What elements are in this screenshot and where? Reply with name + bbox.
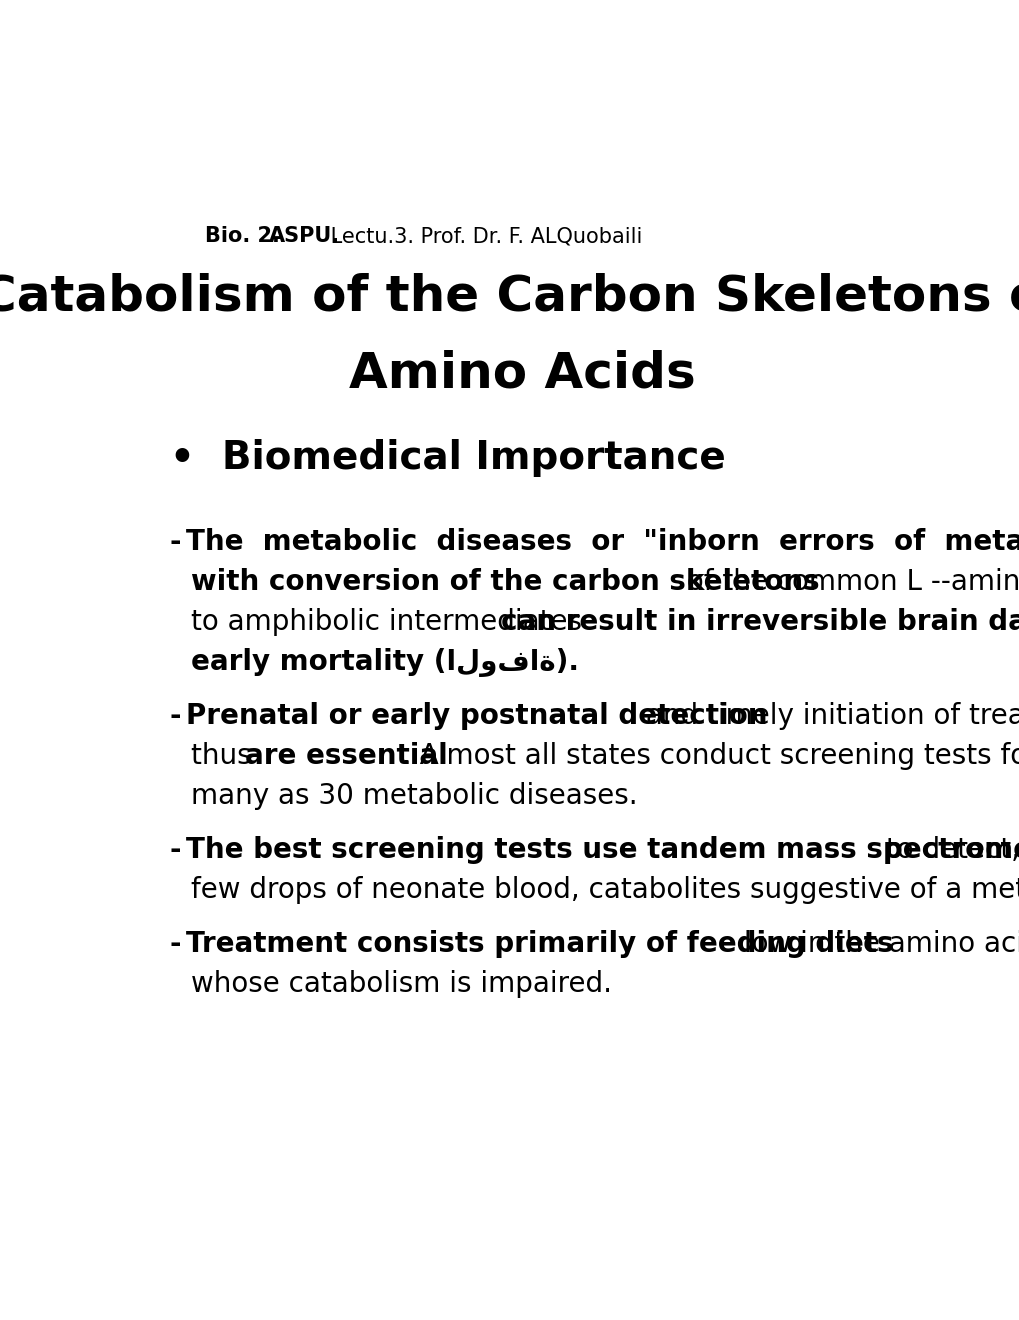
Text: ASPU.: ASPU. <box>268 226 339 246</box>
Text: thus: thus <box>191 742 260 770</box>
Text: many as 30 metabolic diseases.: many as 30 metabolic diseases. <box>191 781 637 810</box>
Text: Amino Acids: Amino Acids <box>350 350 695 397</box>
Text: Lectu.3. Prof. Dr. F. ALQuobaili: Lectu.3. Prof. Dr. F. ALQuobaili <box>323 226 642 246</box>
Text: Catabolism of the Carbon Skeletons of: Catabolism of the Carbon Skeletons of <box>0 272 1019 321</box>
Text: to detect, in a: to detect, in a <box>876 836 1019 865</box>
Text: few drops of neonate blood, catabolites suggestive of a metabolic defect.: few drops of neonate blood, catabolites … <box>191 876 1019 904</box>
Text: Treatment consists primarily of feeding diets: Treatment consists primarily of feeding … <box>186 929 893 958</box>
Text: to amphibolic intermediates: to amphibolic intermediates <box>191 609 590 636</box>
Text: Bio. 2.: Bio. 2. <box>205 226 286 246</box>
Text: •  Biomedical Importance: • Biomedical Importance <box>170 440 726 478</box>
Text: . Almost all states conduct screening tests for up to as: . Almost all states conduct screening te… <box>401 742 1019 770</box>
Text: -: - <box>170 702 192 730</box>
Text: The  metabolic  diseases  or  "inborn  errors  of  metabolism"  associated: The metabolic diseases or "inborn errors… <box>186 528 1019 556</box>
Text: whose catabolism is impaired.: whose catabolism is impaired. <box>191 970 611 998</box>
Text: can result in irreversible brain damage and: can result in irreversible brain damage … <box>500 609 1019 636</box>
Text: are essential: are essential <box>245 742 447 770</box>
Text: low in the amino acids: low in the amino acids <box>734 929 1019 958</box>
Text: -: - <box>170 836 192 865</box>
Text: The best screening tests use tandem mass spectrometry: The best screening tests use tandem mass… <box>186 836 1019 865</box>
Text: -: - <box>170 528 192 556</box>
Text: early mortality (الوفاة).: early mortality (الوفاة). <box>191 648 578 677</box>
Text: and timely initiation of treatment: and timely initiation of treatment <box>637 702 1019 730</box>
Text: of the common L --amino acids: of the common L --amino acids <box>678 568 1019 597</box>
Text: with conversion of the carbon skeletons: with conversion of the carbon skeletons <box>191 568 818 597</box>
Text: -: - <box>170 929 192 958</box>
Text: Prenatal or early postnatal detection: Prenatal or early postnatal detection <box>186 702 767 730</box>
